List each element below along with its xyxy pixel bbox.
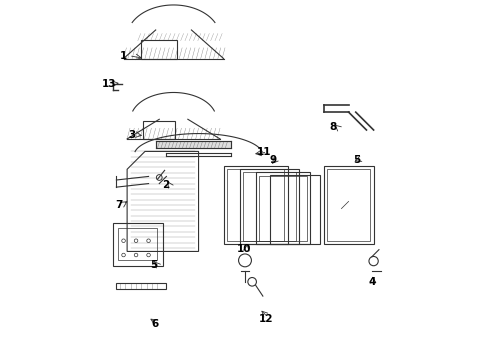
Bar	[243, 172, 295, 241]
Bar	[323, 166, 373, 244]
Bar	[227, 169, 284, 241]
Bar	[142, 40, 177, 59]
Bar	[117, 283, 167, 289]
Bar	[118, 228, 157, 260]
Bar	[270, 175, 320, 244]
Text: 13: 13	[102, 79, 117, 89]
Bar	[223, 166, 288, 244]
Bar	[113, 223, 163, 266]
Bar	[327, 169, 370, 241]
Text: 3: 3	[128, 130, 135, 140]
Bar	[259, 176, 307, 241]
Text: 4: 4	[368, 277, 375, 287]
Text: 5: 5	[353, 155, 360, 165]
Text: 1: 1	[120, 51, 127, 61]
Text: 12: 12	[258, 314, 273, 324]
Text: 7: 7	[116, 200, 123, 210]
Text: 8: 8	[329, 122, 337, 132]
Text: 10: 10	[237, 244, 251, 253]
Text: 6: 6	[151, 319, 158, 329]
Text: 2: 2	[162, 180, 170, 190]
Bar	[256, 172, 310, 244]
Bar	[143, 121, 175, 139]
Text: 9: 9	[270, 156, 276, 165]
Bar	[240, 169, 299, 244]
Text: 5: 5	[150, 260, 157, 270]
Text: 11: 11	[256, 147, 271, 157]
